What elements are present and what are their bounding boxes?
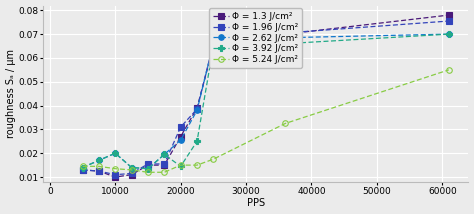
Φ = 3.92 J/cm² bbox=[96, 159, 102, 162]
Φ = 1.96 J/cm² bbox=[194, 108, 200, 110]
Φ = 3.92 J/cm² bbox=[112, 152, 118, 155]
Φ = 1.96 J/cm² bbox=[96, 170, 102, 172]
Φ = 3.92 J/cm² bbox=[446, 33, 452, 36]
Φ = 2.62 J/cm² bbox=[96, 159, 102, 162]
Φ = 3.92 J/cm² bbox=[80, 166, 85, 169]
Φ = 2.62 J/cm² bbox=[129, 166, 135, 169]
Φ = 5.24 J/cm² bbox=[129, 169, 135, 171]
Φ = 5.24 J/cm² bbox=[283, 122, 288, 125]
Φ = 5.24 J/cm² bbox=[178, 164, 183, 166]
Φ = 1.96 J/cm² bbox=[129, 172, 135, 175]
Φ = 3.92 J/cm² bbox=[194, 140, 200, 143]
Line: Φ = 1.96 J/cm²: Φ = 1.96 J/cm² bbox=[80, 18, 452, 177]
Y-axis label: roughness Sₐ / µm: roughness Sₐ / µm bbox=[6, 49, 16, 138]
Legend: Φ = 1.3 J/cm², Φ = 1.96 J/cm², Φ = 2.62 J/cm², Φ = 3.92 J/cm², Φ = 5.24 J/cm²: Φ = 1.3 J/cm², Φ = 1.96 J/cm², Φ = 2.62 … bbox=[210, 8, 302, 68]
Φ = 1.3 J/cm² bbox=[145, 164, 151, 166]
Φ = 1.96 J/cm² bbox=[112, 173, 118, 176]
Φ = 1.3 J/cm² bbox=[446, 14, 452, 16]
Φ = 1.96 J/cm² bbox=[162, 163, 167, 165]
Φ = 1.3 J/cm² bbox=[283, 33, 288, 36]
Φ = 1.3 J/cm² bbox=[129, 173, 135, 176]
Φ = 5.24 J/cm² bbox=[446, 68, 452, 71]
Φ = 1.96 J/cm² bbox=[283, 32, 288, 34]
Φ = 2.62 J/cm² bbox=[446, 33, 452, 36]
Φ = 1.96 J/cm² bbox=[80, 169, 85, 171]
Φ = 2.62 J/cm² bbox=[112, 152, 118, 155]
Φ = 1.96 J/cm² bbox=[178, 126, 183, 128]
Φ = 5.24 J/cm² bbox=[210, 158, 216, 160]
Φ = 1.3 J/cm² bbox=[162, 164, 167, 166]
Φ = 1.3 J/cm² bbox=[96, 170, 102, 172]
Φ = 2.62 J/cm² bbox=[80, 166, 85, 169]
Line: Φ = 3.92 J/cm²: Φ = 3.92 J/cm² bbox=[79, 31, 452, 172]
Φ = 1.96 J/cm² bbox=[210, 42, 216, 45]
Φ = 2.62 J/cm² bbox=[145, 167, 151, 170]
Φ = 5.24 J/cm² bbox=[145, 171, 151, 174]
Φ = 1.96 J/cm² bbox=[446, 20, 452, 22]
Φ = 2.62 J/cm² bbox=[283, 36, 288, 39]
Line: Φ = 2.62 J/cm²: Φ = 2.62 J/cm² bbox=[80, 31, 452, 171]
Φ = 2.62 J/cm² bbox=[210, 42, 216, 45]
Φ = 5.24 J/cm² bbox=[96, 165, 102, 168]
Line: Φ = 1.3 J/cm²: Φ = 1.3 J/cm² bbox=[80, 12, 452, 180]
Φ = 1.3 J/cm² bbox=[112, 176, 118, 178]
Φ = 5.24 J/cm² bbox=[194, 164, 200, 166]
Φ = 3.92 J/cm² bbox=[162, 153, 167, 156]
Φ = 1.3 J/cm² bbox=[210, 45, 216, 47]
Line: Φ = 5.24 J/cm²: Φ = 5.24 J/cm² bbox=[80, 67, 452, 175]
Φ = 2.62 J/cm² bbox=[194, 109, 200, 112]
Φ = 5.24 J/cm² bbox=[162, 171, 167, 174]
Φ = 1.3 J/cm² bbox=[80, 169, 85, 171]
Φ = 2.62 J/cm² bbox=[178, 139, 183, 141]
Φ = 3.92 J/cm² bbox=[283, 42, 288, 45]
Φ = 3.92 J/cm² bbox=[178, 165, 183, 168]
Φ = 5.24 J/cm² bbox=[112, 167, 118, 170]
Φ = 3.92 J/cm² bbox=[145, 167, 151, 170]
Φ = 1.3 J/cm² bbox=[194, 107, 200, 109]
Φ = 5.24 J/cm² bbox=[80, 165, 85, 168]
Φ = 3.92 J/cm² bbox=[129, 166, 135, 169]
Φ = 2.62 J/cm² bbox=[162, 153, 167, 156]
X-axis label: PPS: PPS bbox=[247, 198, 265, 208]
Φ = 1.96 J/cm² bbox=[145, 163, 151, 165]
Φ = 3.92 J/cm² bbox=[210, 45, 216, 47]
Φ = 1.3 J/cm² bbox=[178, 135, 183, 138]
